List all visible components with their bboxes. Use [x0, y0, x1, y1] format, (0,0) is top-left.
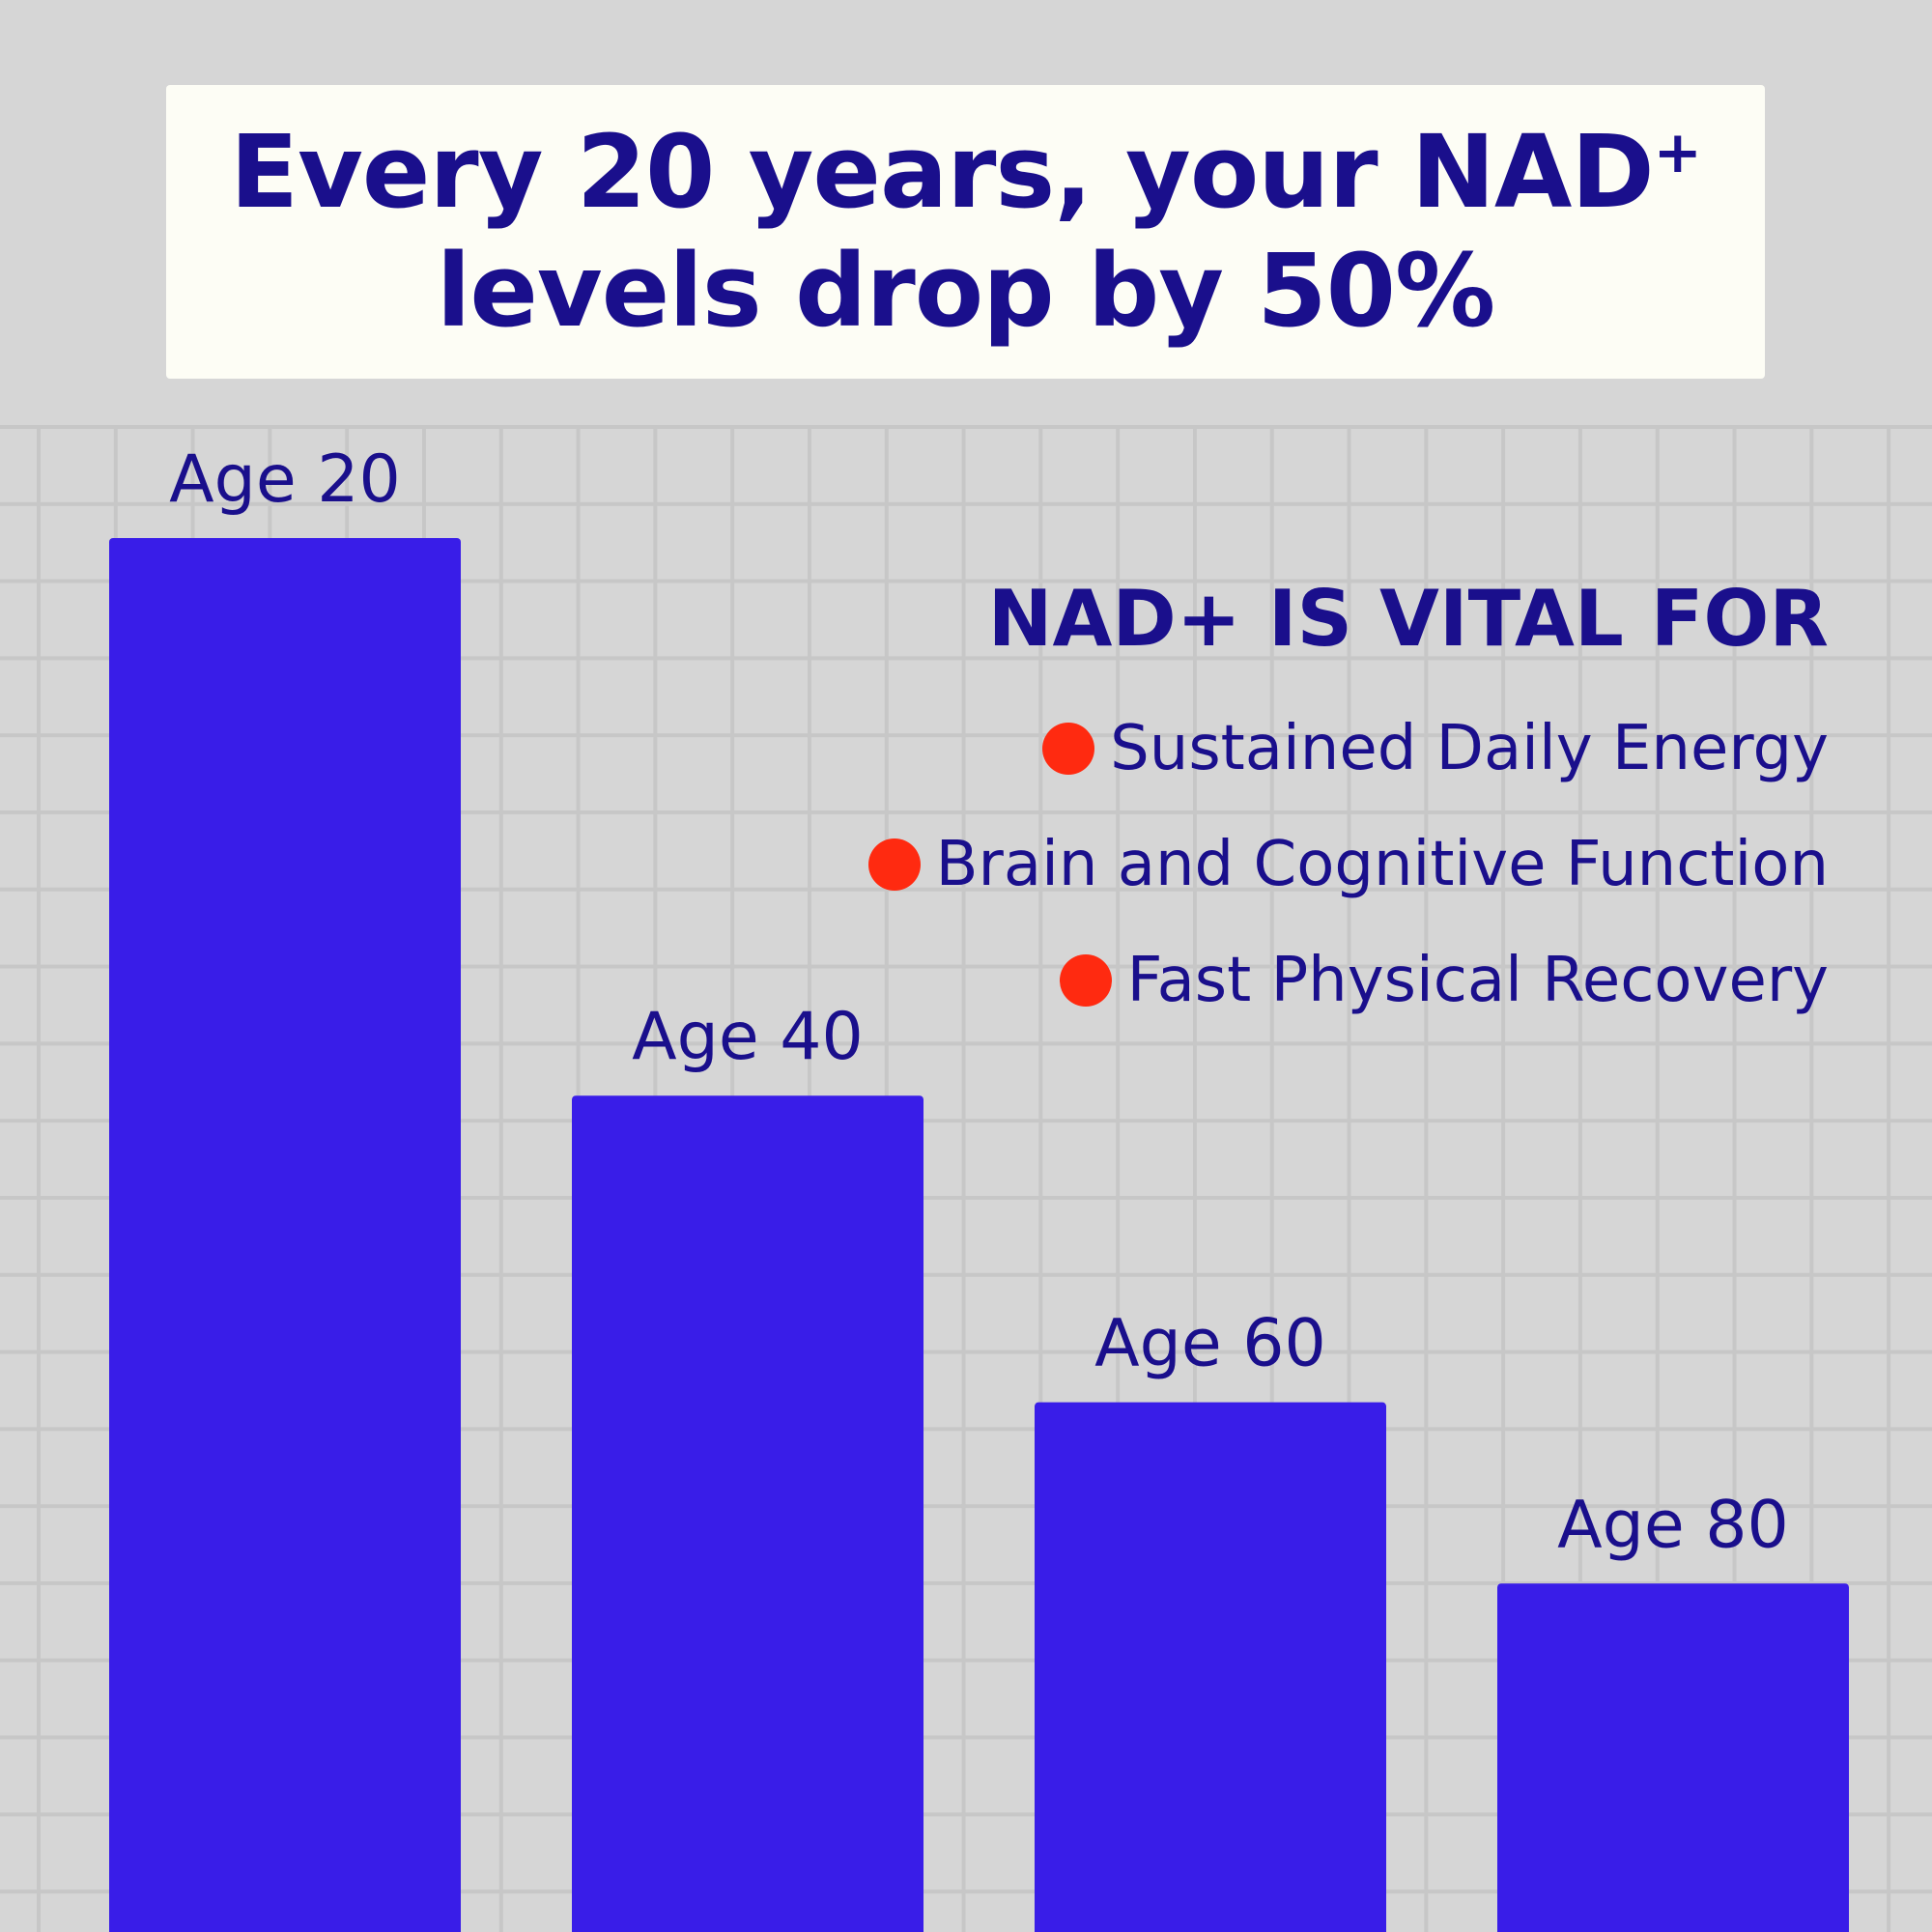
title-superscript: +: [1653, 119, 1702, 187]
legend-item: Brain and Cognitive Function: [718, 807, 1829, 923]
legend-heading: NAD+ IS VITAL FOR: [987, 574, 1829, 664]
legend-item: Sustained Daily Energy: [718, 691, 1829, 807]
bar-data-label: Age 60: [1094, 1306, 1326, 1382]
legend-item-label: Sustained Daily Energy: [1110, 713, 1829, 784]
legend-item-label: Brain and Cognitive Function: [935, 829, 1829, 900]
bar: [1035, 1402, 1386, 1932]
title-main: Every 20 years, your NAD: [230, 113, 1655, 232]
bar-data-label: Age 20: [169, 441, 401, 518]
bar: [109, 538, 461, 1932]
bar: [1497, 1583, 1849, 1932]
bar-data-label: Age 40: [632, 999, 864, 1075]
legend-item: Fast Physical Recovery: [718, 923, 1829, 1038]
legend-item-label: Fast Physical Recovery: [1126, 945, 1829, 1016]
bullet-dot-icon: [867, 838, 921, 891]
chart-title: Every 20 years, your NAD+ levels drop by…: [230, 113, 1702, 350]
legend: NAD+ IS VITAL FOR Sustained Daily Energy…: [718, 574, 1829, 1038]
bullet-dot-icon: [1042, 723, 1095, 775]
bar: [572, 1095, 923, 1932]
bullet-dot-icon: [1059, 954, 1112, 1007]
bar-data-label: Age 80: [1557, 1487, 1789, 1563]
title-second-line: levels drop by 50%: [436, 232, 1495, 350]
title-card: Every 20 years, your NAD+ levels drop by…: [166, 85, 1765, 379]
